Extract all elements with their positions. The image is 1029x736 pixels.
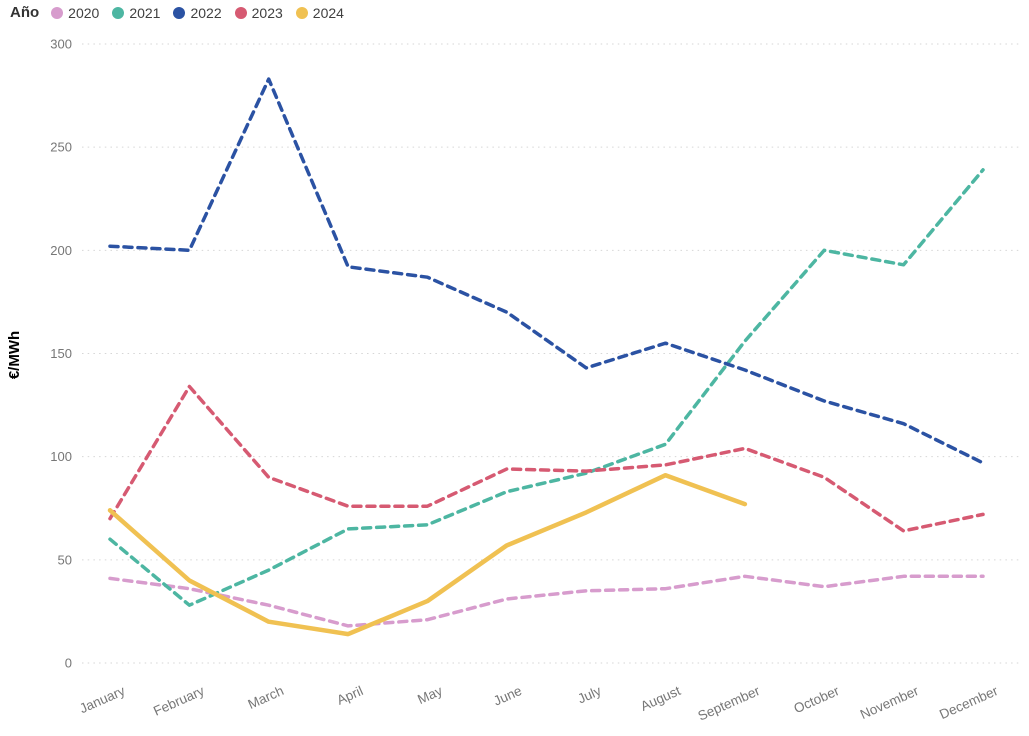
x-axis-labels: January February March April May June July Augu… xyxy=(77,683,1000,724)
x-axis-label-january: January xyxy=(77,683,127,716)
series-line-2020[interactable] xyxy=(108,574,985,628)
legend-items: 2020 2021 2022 2023 2024 xyxy=(51,5,344,21)
y-axis-title: €/MWh xyxy=(6,331,23,379)
x-axis-label-may: May xyxy=(415,683,445,707)
y-axis-tick-200: 200 xyxy=(50,243,72,258)
y-axis-tick-50: 50 xyxy=(58,552,72,567)
legend-item-2022[interactable]: 2022 xyxy=(173,4,222,21)
legend-swatch-2020 xyxy=(51,6,64,19)
x-axis-label-july: July xyxy=(575,683,603,707)
y-axis-tick-250: 250 xyxy=(50,140,72,155)
legend-swatch-2024 xyxy=(295,6,308,19)
x-axis-label-october: October xyxy=(791,683,841,716)
legend-item-label: 2021 xyxy=(129,4,161,21)
x-axis-label-september: September xyxy=(696,683,763,724)
gridlines xyxy=(82,43,1022,664)
legend-swatch-2021 xyxy=(112,6,125,19)
legend-item-label: 2022 xyxy=(190,4,222,21)
legend-title: Año xyxy=(10,4,40,21)
legend-item-2021[interactable]: 2021 xyxy=(112,5,160,21)
legend-item-label: 2024 xyxy=(312,4,344,21)
series-line-2024[interactable] xyxy=(107,472,748,637)
y-axis-labels: 0 50 100 150 200 250 300 xyxy=(50,37,72,671)
legend-item-2024[interactable]: 2024 xyxy=(295,4,344,21)
x-axis-label-december: December xyxy=(937,683,1000,722)
series-lines xyxy=(107,77,985,637)
legend-item-2023[interactable]: 2023 xyxy=(234,4,283,21)
series-line-2021[interactable] xyxy=(108,168,985,607)
legend-item-label: 2023 xyxy=(251,4,283,21)
y-axis-tick-150: 150 xyxy=(50,346,72,361)
legend-swatch-2022 xyxy=(173,6,186,19)
legend-item-2020[interactable]: 2020 xyxy=(51,5,99,21)
legend-item-label: 2020 xyxy=(68,4,100,21)
x-axis-label-august: August xyxy=(638,683,683,714)
legend: Año 2020 2021 2022 2023 2024 xyxy=(10,4,344,21)
x-axis-label-february: February xyxy=(151,683,207,719)
series-line-2023[interactable] xyxy=(108,384,985,533)
x-axis-label-november: November xyxy=(858,683,921,722)
y-axis-tick-0: 0 xyxy=(65,656,72,671)
x-axis-label-march: March xyxy=(246,683,286,712)
y-axis-tick-300: 300 xyxy=(50,37,72,52)
legend-swatch-2023 xyxy=(234,6,247,19)
series-line-2022[interactable] xyxy=(108,77,985,465)
y-axis-tick-100: 100 xyxy=(50,449,72,464)
x-axis-label-june: June xyxy=(491,683,524,709)
x-axis-label-april: April xyxy=(335,683,366,708)
